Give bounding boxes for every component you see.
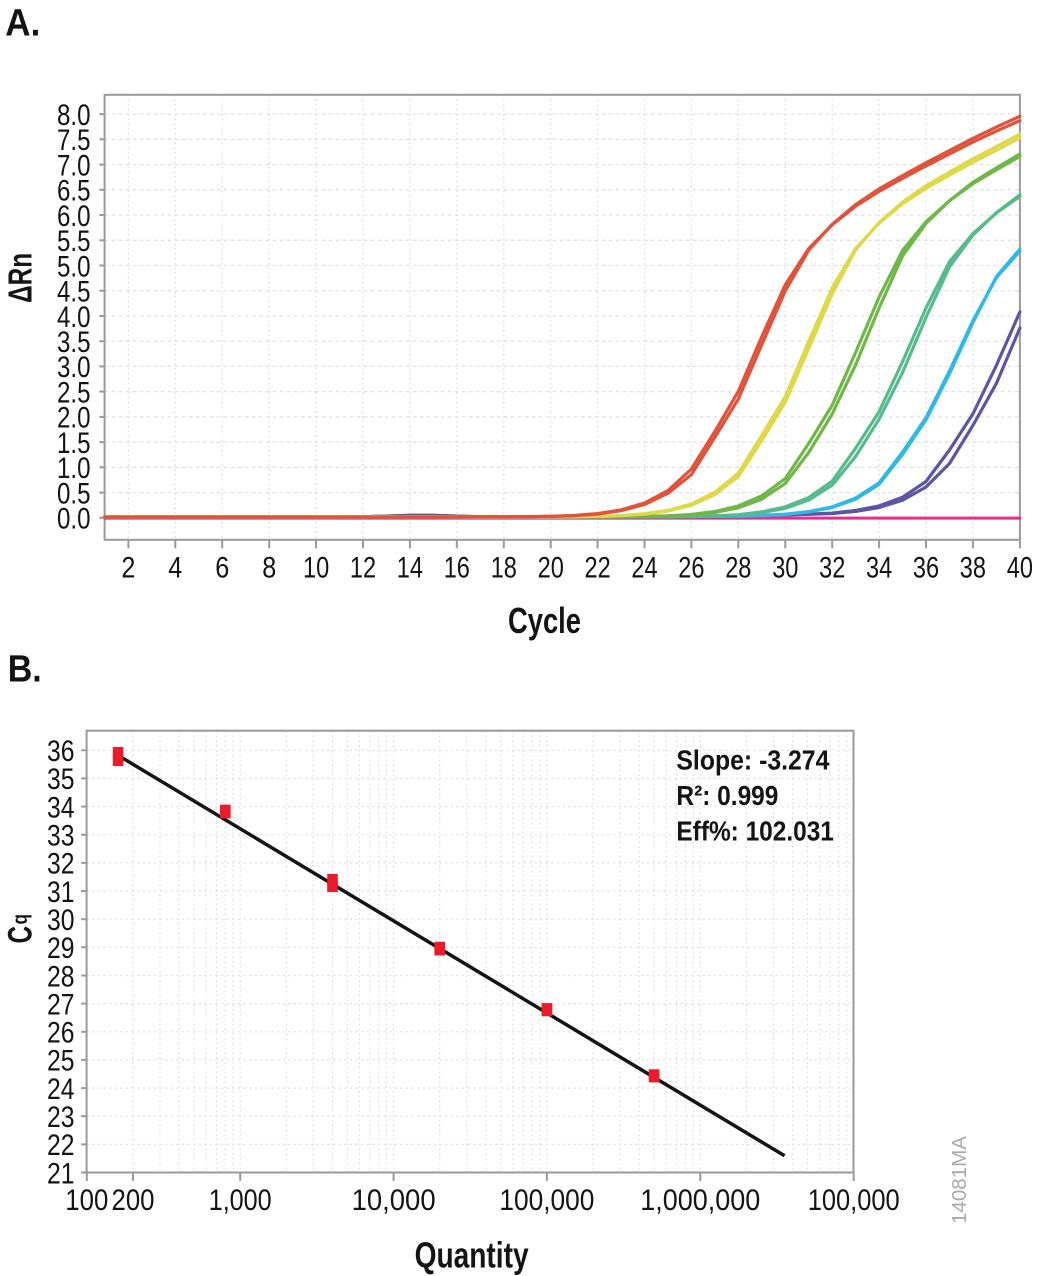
svg-text:ΔRn: ΔRn	[1, 253, 38, 303]
svg-text:10,000: 10,000	[352, 1184, 436, 1217]
svg-text:35: 35	[47, 763, 75, 796]
svg-text:Quantity: Quantity	[415, 1235, 529, 1276]
svg-text:29: 29	[47, 932, 75, 965]
svg-text:Eff%: 102.031: Eff%: 102.031	[676, 815, 834, 846]
svg-text:32: 32	[819, 552, 845, 585]
svg-text:36: 36	[47, 735, 75, 768]
svg-text:6.5: 6.5	[57, 175, 91, 208]
svg-text:12: 12	[350, 552, 376, 585]
svg-text:26: 26	[47, 1017, 75, 1050]
svg-text:30: 30	[772, 552, 798, 585]
svg-text:C: C	[2, 926, 40, 944]
svg-text:4.5: 4.5	[57, 276, 91, 309]
svg-text:1,000: 1,000	[209, 1184, 272, 1217]
svg-text:3.0: 3.0	[57, 351, 91, 384]
svg-text:16: 16	[444, 552, 470, 585]
svg-text:7.5: 7.5	[57, 124, 91, 157]
svg-text:R²: 0.999: R²: 0.999	[676, 780, 778, 811]
svg-text:40: 40	[1007, 552, 1033, 585]
svg-text:q: q	[9, 914, 32, 925]
svg-text:1,000,000: 1,000,000	[640, 1184, 760, 1217]
svg-text:28: 28	[47, 960, 75, 993]
svg-text:1.5: 1.5	[57, 427, 91, 460]
svg-text:100,000: 100,000	[499, 1184, 594, 1217]
svg-text:24: 24	[631, 552, 657, 585]
svg-text:100,000: 100,000	[808, 1184, 900, 1217]
svg-text:2.5: 2.5	[57, 376, 91, 409]
svg-text:Slope: -3.274: Slope: -3.274	[676, 745, 829, 776]
svg-text:0.0: 0.0	[57, 503, 91, 536]
svg-text:25: 25	[47, 1045, 75, 1078]
svg-text:33: 33	[47, 820, 75, 853]
svg-text:27: 27	[47, 988, 75, 1021]
svg-text:22: 22	[585, 552, 611, 585]
svg-text:24: 24	[47, 1073, 75, 1106]
svg-text:10: 10	[303, 552, 329, 585]
svg-text:14081MA: 14081MA	[949, 1135, 971, 1224]
svg-text:6.0: 6.0	[57, 200, 91, 233]
svg-text:2: 2	[121, 552, 135, 585]
svg-text:2.0: 2.0	[57, 402, 91, 435]
svg-text:Cycle: Cycle	[508, 600, 581, 641]
svg-text:20: 20	[538, 552, 564, 585]
svg-text:28: 28	[725, 552, 751, 585]
svg-text:8.0: 8.0	[57, 99, 91, 132]
svg-text:1.0: 1.0	[57, 452, 91, 485]
svg-text:5.5: 5.5	[57, 225, 91, 258]
svg-text:4: 4	[168, 552, 182, 585]
svg-text:36: 36	[913, 552, 939, 585]
svg-text:32: 32	[47, 848, 75, 881]
svg-text:30: 30	[47, 904, 75, 937]
svg-text:4.0: 4.0	[57, 301, 91, 334]
svg-text:34: 34	[866, 552, 892, 585]
svg-text:23: 23	[47, 1101, 75, 1134]
svg-text:38: 38	[960, 552, 986, 585]
svg-text:6: 6	[215, 552, 229, 585]
svg-text:B.: B.	[8, 648, 42, 690]
svg-text:0.5: 0.5	[57, 477, 91, 510]
svg-text:5.0: 5.0	[57, 250, 91, 283]
svg-text:34: 34	[47, 791, 75, 824]
svg-text:100: 100	[65, 1184, 108, 1217]
svg-text:22: 22	[47, 1129, 75, 1162]
svg-text:3.5: 3.5	[57, 326, 91, 359]
svg-text:18: 18	[491, 552, 517, 585]
svg-text:A.: A.	[5, 3, 40, 45]
svg-text:200: 200	[112, 1184, 155, 1217]
svg-text:31: 31	[47, 876, 75, 909]
svg-text:7.0: 7.0	[57, 149, 91, 182]
svg-text:21: 21	[47, 1157, 75, 1190]
svg-text:8: 8	[262, 552, 276, 585]
svg-text:26: 26	[678, 552, 704, 585]
svg-text:14: 14	[397, 552, 423, 585]
